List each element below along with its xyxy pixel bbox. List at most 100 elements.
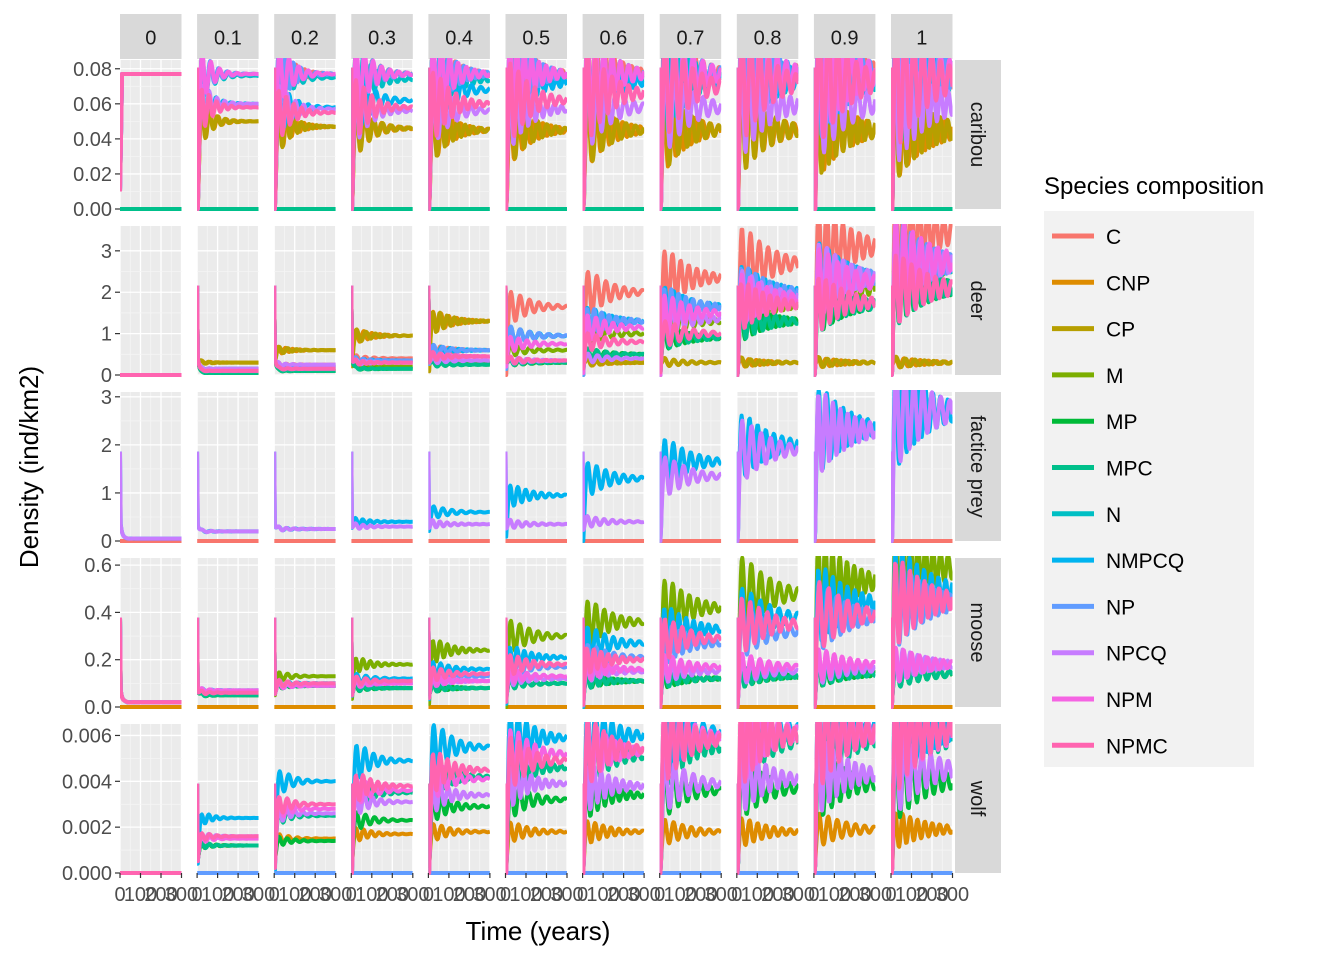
series-line-NPM [428, 617, 490, 699]
x-tick-label: 200 [838, 884, 871, 906]
x-tick-label: 0 [269, 884, 280, 906]
series-line-NPM [659, 617, 722, 706]
series-group [582, 58, 645, 211]
y-tick-label: 2 [101, 435, 112, 457]
panel-caribou-0.5 [504, 58, 568, 211]
series-group [197, 783, 259, 875]
panel-factice-prey-0.5 [504, 392, 568, 543]
x-tick-label: 0 [423, 884, 434, 906]
panel-factice-prey-0.3 [350, 392, 414, 543]
series-line-NPMC [736, 596, 799, 709]
y-tick-label: 3 [101, 241, 112, 263]
legend-title: Species composition [1044, 173, 1264, 200]
series-line-NPM [197, 58, 259, 211]
series-group [120, 451, 182, 543]
panel-factice-prey-0.1 [196, 392, 260, 543]
series-line-NPCQ [428, 285, 490, 366]
series-line-NPMC [197, 783, 259, 864]
panel-caribou-0 [119, 60, 183, 211]
series-group [736, 227, 799, 377]
series-line-CNP [351, 783, 413, 867]
row-strip-deer [955, 226, 1001, 375]
series-line-CNP [736, 783, 799, 874]
series-line-NPMC [582, 58, 645, 211]
series-line-MP [274, 783, 336, 864]
series-group [736, 58, 799, 211]
panel-deer-0.9 [813, 224, 877, 377]
series-group [197, 617, 259, 709]
column-strip-label: 0.9 [831, 28, 859, 50]
column-strip-0.1 [197, 14, 259, 59]
column-strip-0 [120, 14, 182, 59]
series-line-NPCQ [428, 451, 490, 530]
panel-caribou-1 [890, 58, 954, 211]
series-line-NPCQ [659, 61, 722, 211]
y-tick-label: 0.006 [62, 725, 112, 747]
y-tick-label: 0.4 [84, 602, 112, 624]
legend-item: C [1052, 226, 1121, 249]
series-line-CP [428, 285, 490, 374]
series-group [891, 224, 953, 377]
series-group [351, 451, 413, 543]
panel-caribou-0.3 [350, 58, 414, 211]
series-line-NPMC [351, 617, 413, 698]
panel-caribou-0.2 [273, 58, 337, 211]
series-line-NMPCQ [582, 451, 645, 543]
legend-item: NPCQ [1052, 643, 1167, 666]
series-line-NMPCQ [505, 617, 567, 706]
x-tick-label: 0 [500, 884, 511, 906]
y-axis-title: Density (ind/km2) [14, 366, 44, 568]
series-line-NMPCQ [351, 451, 413, 530]
panel-deer-1 [890, 224, 954, 377]
series-line-NPMC [351, 773, 413, 875]
legend-item: MP [1052, 411, 1138, 434]
series-line-NMPCQ [197, 783, 259, 866]
series-group [428, 58, 490, 211]
legend-item: NPM [1052, 689, 1153, 712]
panel-wolf-0 [119, 724, 183, 875]
y-tick-label: 0.004 [62, 771, 112, 793]
row-strip-caribou [955, 60, 1001, 209]
y-tick-label: 3 [101, 387, 112, 409]
column-strip-label: 1 [916, 28, 927, 50]
row-strip-factice-prey [955, 392, 1001, 541]
panel-deer-0.4 [427, 226, 491, 376]
series-group [274, 769, 336, 875]
panel-factice-prey-0.8 [736, 392, 799, 543]
series-line-NPCQ [274, 285, 336, 368]
series-group [428, 451, 490, 543]
panel-moose-0.6 [581, 558, 645, 709]
y-tick-label: 1 [101, 483, 112, 505]
series-line-NPMC [582, 285, 645, 371]
legend-item: NPMC [1052, 735, 1168, 758]
column-strip-label: 0.8 [754, 28, 782, 50]
series-line-NPMC [659, 617, 722, 709]
series-group [120, 617, 182, 709]
legend-item: MPC [1052, 458, 1153, 481]
series-line-NPMC [813, 580, 876, 709]
series-line-NPM [582, 285, 645, 375]
series-group [197, 285, 259, 375]
series-group [351, 285, 413, 372]
panel-wolf-0.8 [736, 722, 799, 875]
x-tick-label: 100 [124, 884, 157, 906]
x-tick-label: 200 [453, 884, 486, 906]
panel-factice-prey-0.6 [581, 392, 645, 543]
series-line-NPCQ [274, 451, 336, 533]
series-line-NMPCQ [274, 769, 336, 875]
series-group [813, 556, 876, 709]
series-line-NPMC [351, 67, 413, 211]
panel-caribou-0.6 [581, 58, 645, 211]
series-line-NPMC [505, 735, 567, 875]
series-group [582, 270, 645, 377]
series-group [891, 390, 953, 543]
panel-wolf-0.9 [813, 722, 877, 875]
legend-item: NP [1052, 596, 1135, 619]
legend-label: C [1106, 226, 1121, 249]
y-tick-label: 0.04 [73, 129, 112, 151]
series-line-NPCQ [659, 451, 722, 543]
series-group [813, 224, 876, 377]
series-line-MPC [351, 285, 413, 372]
series-group [736, 413, 799, 543]
